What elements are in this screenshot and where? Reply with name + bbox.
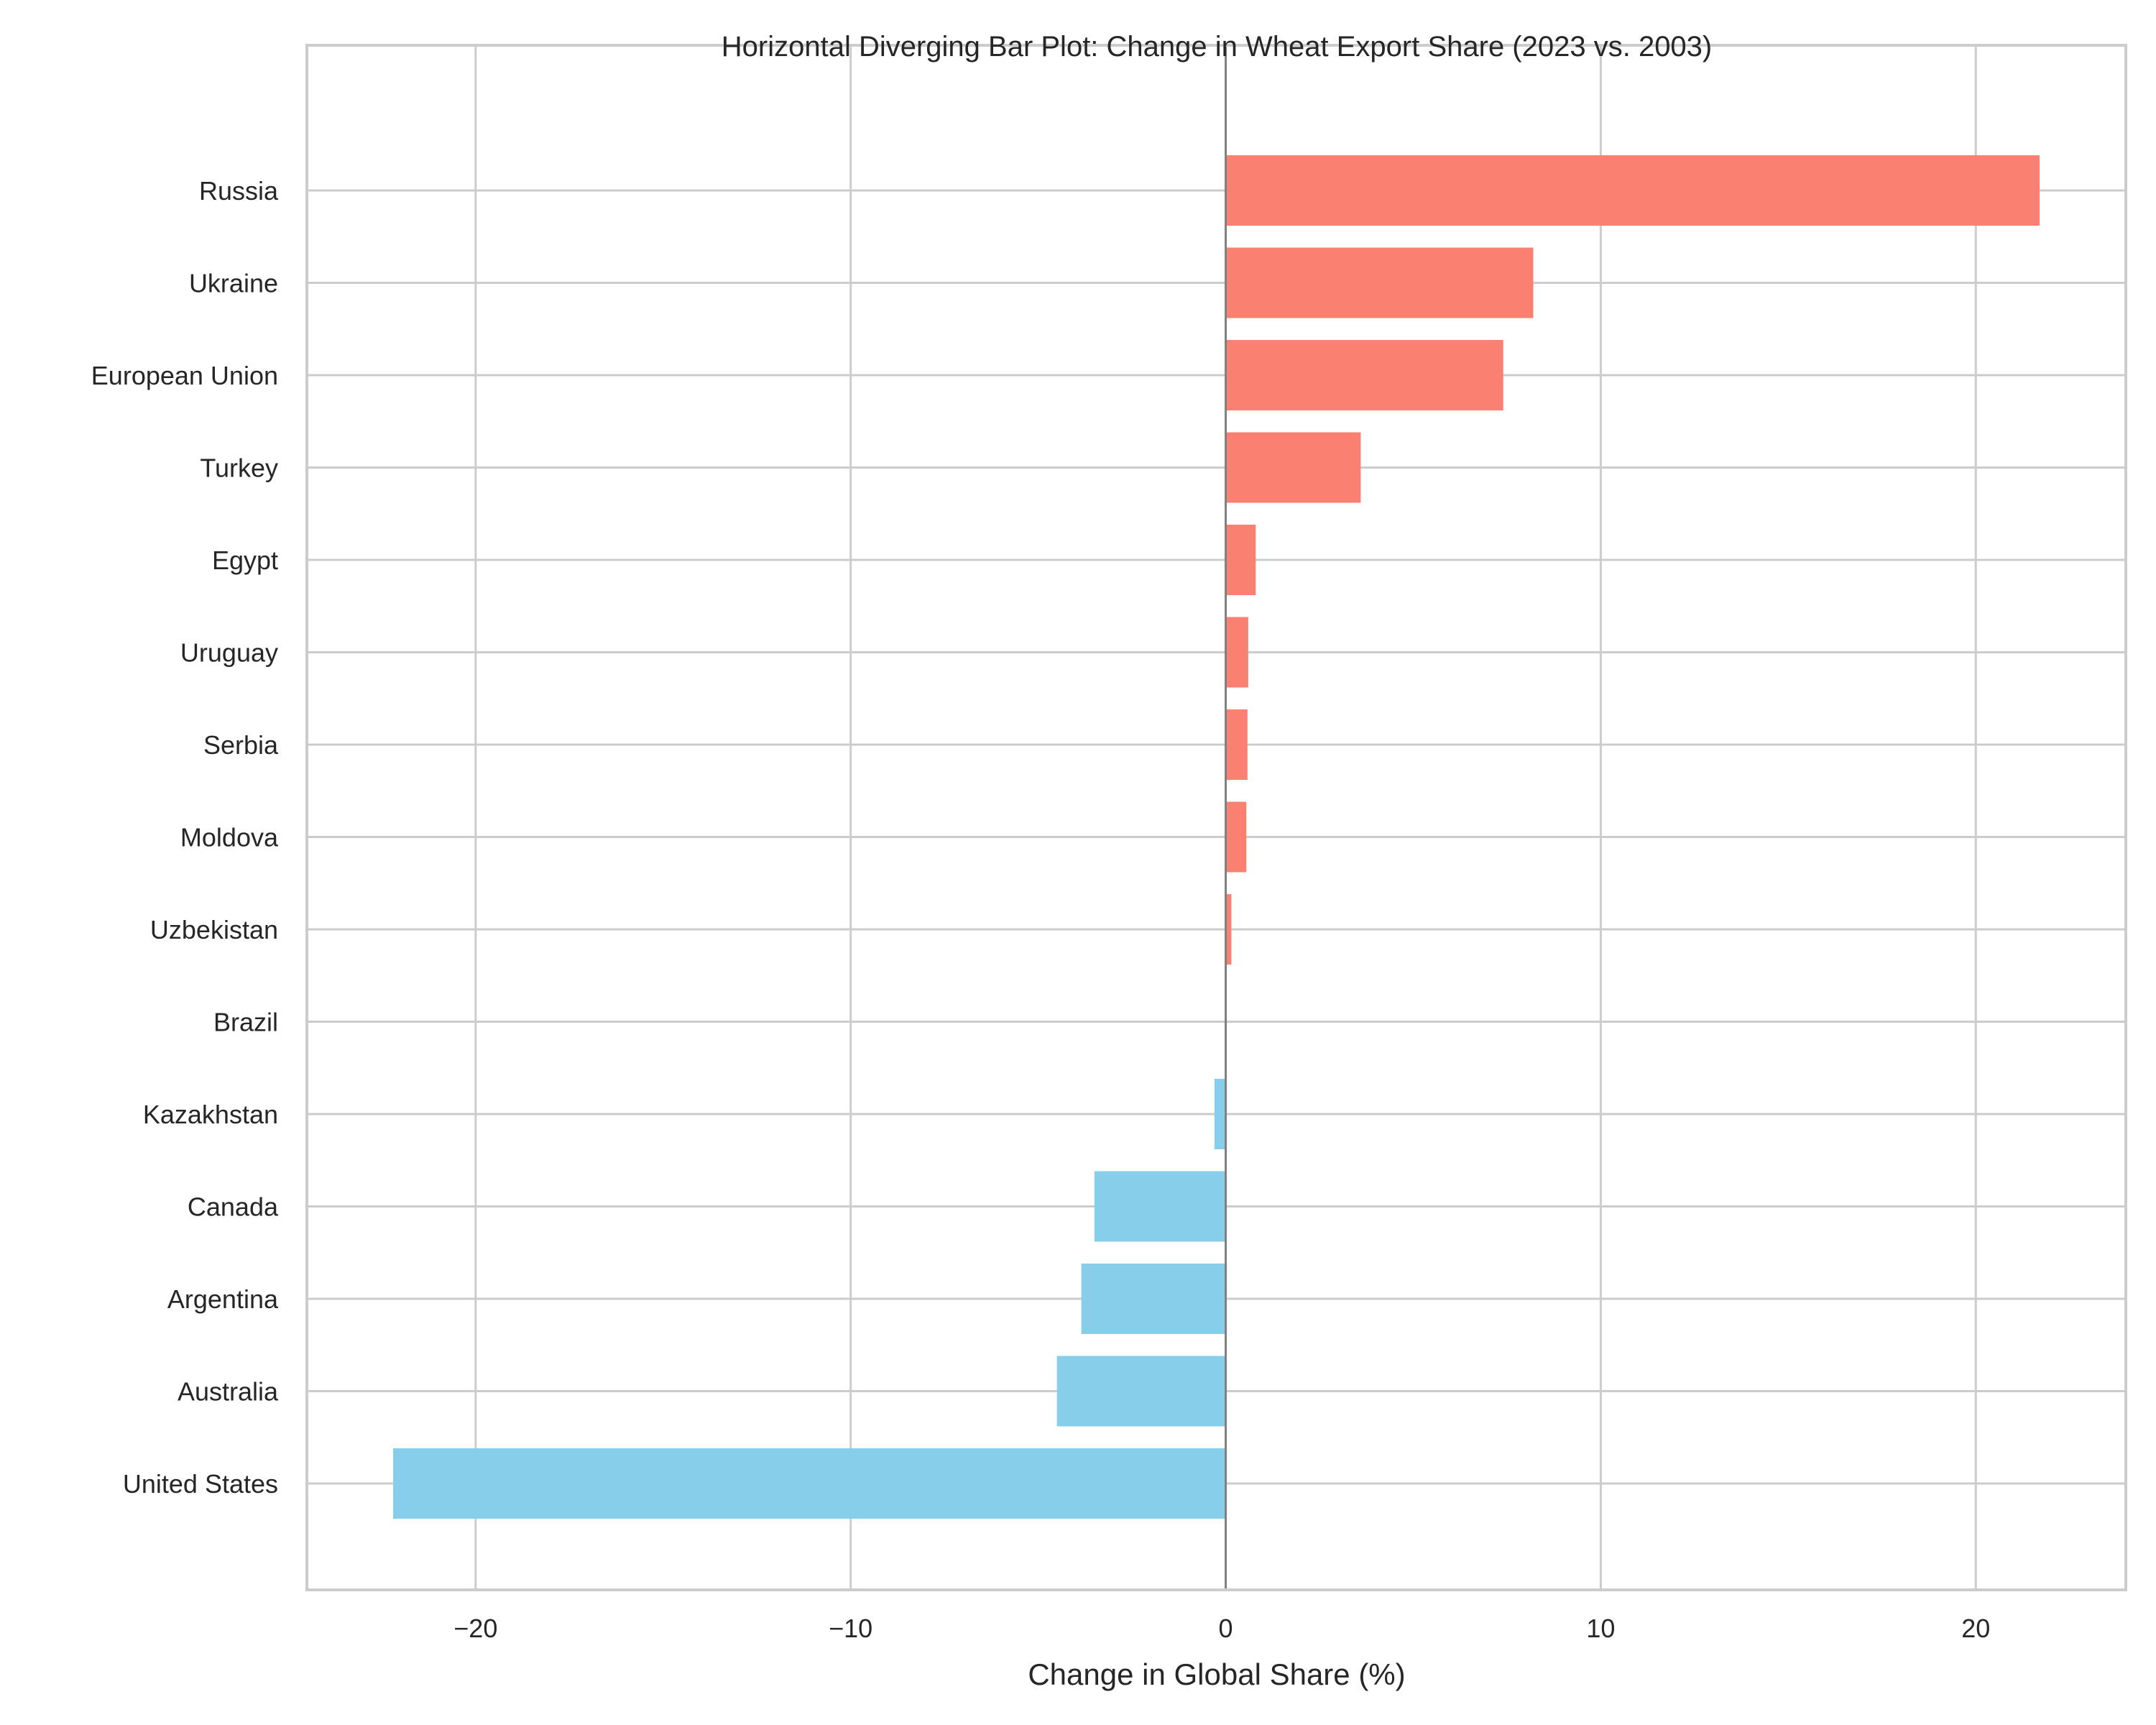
- y-tick-label: Moldova: [180, 823, 279, 852]
- bars: [393, 155, 2040, 1519]
- bar-european-union: [1225, 340, 1503, 410]
- y-tick-label: Egypt: [212, 546, 278, 575]
- x-tick-label: 20: [1961, 1614, 1990, 1643]
- bar-kazakhstan: [1214, 1079, 1226, 1149]
- bar-uzbekistan: [1225, 894, 1232, 965]
- y-tick-label: Uzbekistan: [150, 915, 278, 944]
- bar-uruguay: [1225, 617, 1248, 688]
- chart-title: Horizontal Diverging Bar Plot: Change in…: [722, 31, 1713, 63]
- x-tick-label: −10: [829, 1614, 872, 1643]
- bar-argentina: [1081, 1264, 1226, 1334]
- y-tick-label: Serbia: [203, 730, 279, 760]
- x-tick-label: 10: [1586, 1614, 1615, 1643]
- bar-australia: [1056, 1356, 1226, 1427]
- x-tick-label: 0: [1219, 1614, 1233, 1643]
- y-tick-label: Ukraine: [189, 269, 278, 298]
- y-tick-label: Kazakhstan: [143, 1100, 278, 1129]
- y-tick-label: Australia: [178, 1377, 279, 1407]
- x-axis-label: Change in Global Share (%): [1028, 1657, 1405, 1691]
- y-tick-label: Turkey: [200, 454, 278, 483]
- x-tick-label: −20: [453, 1614, 497, 1643]
- plot-border: [305, 44, 2127, 1591]
- plot-frame: [305, 44, 2127, 1591]
- y-tick-label: Uruguay: [180, 638, 278, 668]
- y-tick-label: Russia: [199, 176, 279, 206]
- bar-russia: [1225, 155, 2040, 226]
- bar-egypt: [1225, 525, 1256, 595]
- x-tick-labels: −20 −10 0 10 20: [453, 1614, 1990, 1643]
- y-tick-label: Canada: [188, 1192, 279, 1222]
- bar-ukraine: [1225, 247, 1534, 318]
- y-tick-label: European Union: [91, 361, 278, 390]
- bar-moldova: [1225, 801, 1247, 873]
- bar-turkey: [1225, 432, 1361, 503]
- y-tick-labels: Russia Ukraine European Union Turkey Egypt Ur…: [91, 176, 279, 1499]
- y-tick-label: Brazil: [213, 1008, 278, 1037]
- y-tick-label: United States: [123, 1469, 278, 1499]
- y-tick-label: Argentina: [167, 1284, 279, 1314]
- bar-canada: [1094, 1171, 1226, 1242]
- bar-united-states: [393, 1448, 1226, 1519]
- bar-serbia: [1225, 709, 1248, 780]
